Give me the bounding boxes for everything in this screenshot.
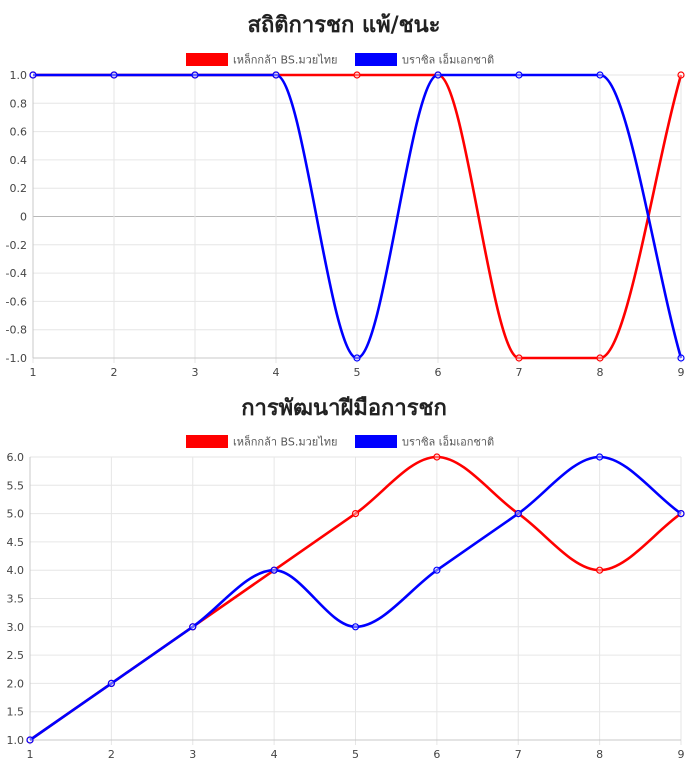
chart-title: สถิติการชก แพ้/ชนะ [248,13,441,38]
x-tick-label: 4 [271,748,278,761]
data-point [677,509,685,518]
chart-title: การพัฒนาฝีมือการชก [241,396,447,421]
y-tick-label: -0.2 [6,239,27,252]
x-tick-label: 9 [678,748,685,761]
y-tick-label: 0.2 [10,182,28,195]
data-point [107,679,115,687]
y-tick-label: 1.0 [10,69,28,82]
y-tick-label: 5.5 [7,479,25,492]
y-tick-label: 2.5 [7,649,25,662]
x-tick-label: 1 [30,366,37,379]
x-tick-label: 5 [354,366,361,379]
x-tick-label: 5 [352,748,359,761]
x-tick-label: 8 [596,748,603,761]
y-tick-label: -1.0 [6,352,27,365]
data-point [29,71,37,79]
x-tick-label: 4 [273,366,280,379]
x-tick-label: 9 [678,366,685,379]
data-point [270,566,278,574]
y-tick-label: 0.8 [10,97,28,110]
data-point [677,354,685,362]
x-tick-label: 6 [435,366,442,379]
legend-swatch [355,435,397,448]
y-tick-label: -0.4 [6,267,27,280]
legend-label: เหล็กกล้า BS.มวยไทย [233,435,337,449]
data-point [272,71,280,79]
legend-swatch [355,53,397,66]
data-point [596,71,604,79]
data-point [433,566,441,574]
data-point [353,354,361,362]
y-tick-label: -0.8 [6,324,27,337]
data-point [351,623,360,631]
series-line-2 [32,73,683,360]
data-point [433,453,441,461]
grid [29,456,682,745]
y-tick-label: 0.6 [10,126,28,139]
y-tick-label: 6.0 [7,451,25,464]
data-point [514,509,522,518]
y-tick-label: -0.6 [6,295,27,308]
x-tick-label: 1 [27,748,34,761]
data-point [434,71,442,79]
y-tick-label: 3.5 [7,593,25,606]
grid [32,74,682,363]
data-point [515,71,523,79]
y-tick-label: 4.0 [7,564,25,577]
x-tick-label: 6 [433,748,440,761]
y-tick-label: 0.4 [10,154,28,167]
data-point [191,71,199,79]
y-tick-label: 0 [20,211,27,224]
data-point [596,453,604,461]
data-point [189,623,197,631]
legend-swatch [186,435,228,448]
legend: เหล็กกล้า BS.มวยไทย บราซิล เอ็มเอกชาติ [186,53,494,67]
x-tick-label: 3 [189,748,196,761]
y-tick-label: 3.0 [7,621,25,634]
legend: เหล็กกล้า BS.มวยไทย บราซิล เอ็มเอกชาติ [186,435,494,449]
legend-label: บราซิล เอ็มเอกชาติ [402,435,494,449]
legend-label: บราซิล เอ็มเอกชาติ [402,53,494,67]
data-point [596,566,604,574]
data-point [515,354,523,362]
data-point [677,71,685,79]
x-tick-label: 2 [111,366,118,379]
x-tick-label: 7 [516,366,523,379]
y-tick-label: 2.0 [7,677,25,690]
x-tick-label: 8 [597,366,604,379]
data-point [26,736,34,744]
x-tick-label: 2 [108,748,115,761]
y-tick-label: 4.5 [7,536,25,549]
y-tick-label: 1.0 [7,734,25,747]
data-point [351,509,360,518]
y-tick-label: 5.0 [7,508,25,521]
x-tick-label: 3 [192,366,199,379]
legend-swatch [186,53,228,66]
data-point [596,354,604,362]
legend-label: เหล็กกล้า BS.มวยไทย [233,53,337,67]
series-line-2 [29,455,682,742]
y-tick-label: 1.5 [7,706,25,719]
data-point [110,71,118,79]
data-point [353,71,361,79]
x-tick-label: 7 [515,748,522,761]
